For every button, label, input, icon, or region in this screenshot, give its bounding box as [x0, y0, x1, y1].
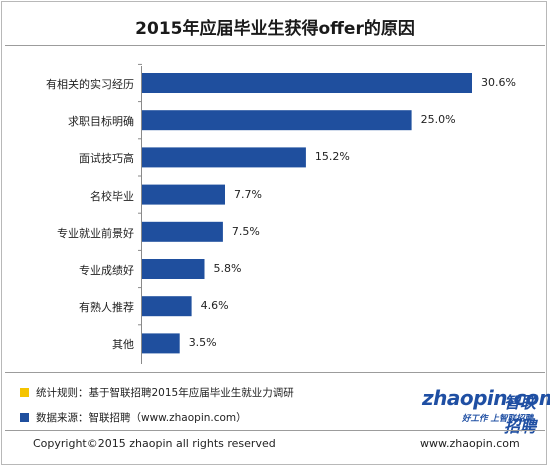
data-label: 5.8% [213, 262, 242, 275]
category-label: 专业就业前景好 [57, 226, 134, 240]
bar-8 [142, 333, 180, 354]
yellow-square-icon [20, 388, 29, 397]
category-label: 其他 [112, 338, 134, 352]
blue-square-icon [20, 413, 29, 422]
bar-7 [142, 296, 192, 317]
data-label: 7.5% [231, 224, 260, 238]
note-data-source: 数据来源：智联招聘（www.zhaopin.com） [20, 410, 247, 425]
category-label: 面试技巧高 [79, 152, 134, 166]
title-divider [5, 45, 545, 46]
bar-1 [142, 73, 472, 93]
data-label: 3.5% [188, 336, 217, 350]
bar-6 [142, 259, 205, 279]
logo-chinese: 智联招聘 [504, 393, 537, 436]
data-label: 4.6% [200, 299, 229, 313]
bar-3 [142, 147, 306, 168]
bar-2 [142, 110, 412, 131]
zhaopin-logo: zhaopin.com 智联招聘 好工作 上智联招聘 [422, 386, 550, 436]
note-data-source-text: 数据来源：智联招聘（www.zhaopin.com） [36, 412, 247, 424]
data-label: 15.2% [314, 150, 350, 164]
category-label: 专业成绩好 [79, 264, 134, 277]
category-label: 求职目标明确 [68, 115, 134, 129]
logo-slogan: 好工作 上智联招聘 [462, 414, 533, 424]
data-label: 7.7% [234, 187, 262, 201]
footer-url: www.zhaopin.com [420, 437, 520, 450]
category-axis-line [141, 66, 142, 364]
category-label: 有相关的实习经历 [46, 78, 134, 91]
footer-copyright: Copyright©2015 zhaopin all rights reserv… [33, 437, 276, 450]
notes-divider [5, 372, 545, 373]
footer-divider [5, 430, 545, 431]
bar-4 [142, 184, 225, 205]
chart-title: 2015年应届毕业生获得offer的原因 [135, 19, 415, 39]
bar-5 [142, 221, 223, 242]
data-label: 30.6% [481, 76, 516, 89]
category-label: 有熟人推荐 [79, 301, 134, 315]
note-stat-rule-text: 统计规则：基于智联招聘2015年应届毕业生就业力调研 [36, 387, 294, 399]
note-stat-rule: 统计规则：基于智联招聘2015年应届毕业生就业力调研 [20, 385, 294, 400]
category-label: 名校毕业 [90, 189, 134, 203]
logo-word: zhaopin.com [422, 386, 550, 410]
data-label: 25.0% [420, 113, 456, 127]
